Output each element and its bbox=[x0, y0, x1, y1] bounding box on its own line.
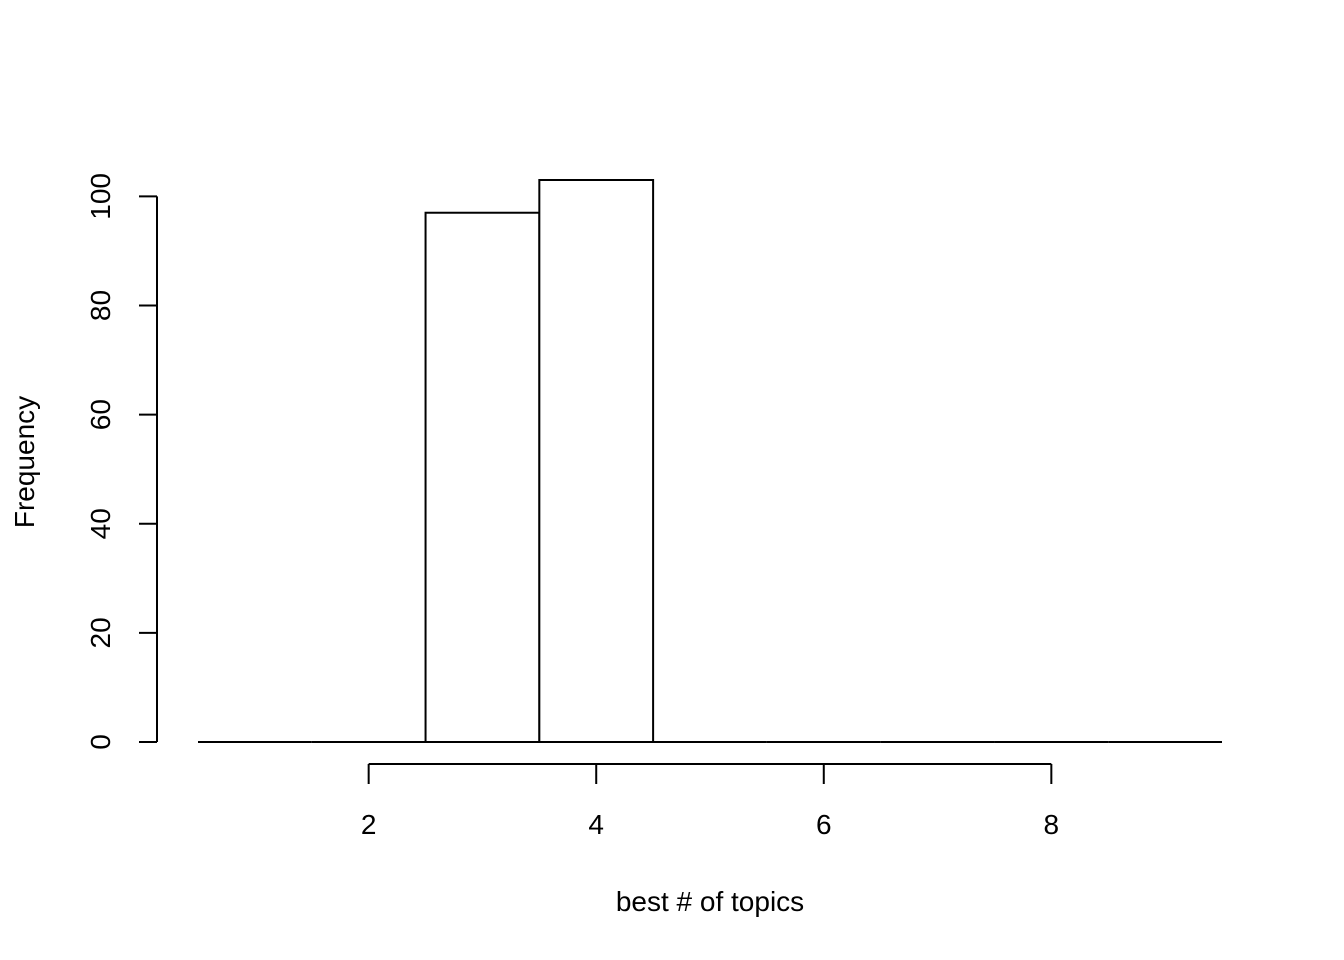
y-axis: 0 20 40 60 80 100 bbox=[85, 173, 158, 750]
x-tick-label-0: 2 bbox=[361, 809, 377, 840]
x-axis: 2 4 6 8 bbox=[361, 763, 1060, 840]
y-tick-label-5: 100 bbox=[85, 173, 116, 220]
y-tick-label-0: 0 bbox=[85, 734, 116, 750]
y-tick-label-2: 40 bbox=[85, 508, 116, 539]
y-tick-label-3: 60 bbox=[85, 399, 116, 430]
y-tick-label-4: 80 bbox=[85, 290, 116, 321]
x-tick-label-1: 4 bbox=[588, 809, 604, 840]
histogram-bar-3 bbox=[538, 179, 655, 743]
y-tick-label-1: 20 bbox=[85, 617, 116, 648]
y-axis-title: Frequency bbox=[9, 396, 40, 528]
histogram-bars bbox=[198, 179, 1222, 744]
x-tick-label-3: 8 bbox=[1044, 809, 1060, 840]
x-tick-label-2: 6 bbox=[816, 809, 832, 840]
x-axis-title: best # of topics bbox=[616, 886, 804, 917]
histogram-bar-2 bbox=[424, 211, 541, 744]
